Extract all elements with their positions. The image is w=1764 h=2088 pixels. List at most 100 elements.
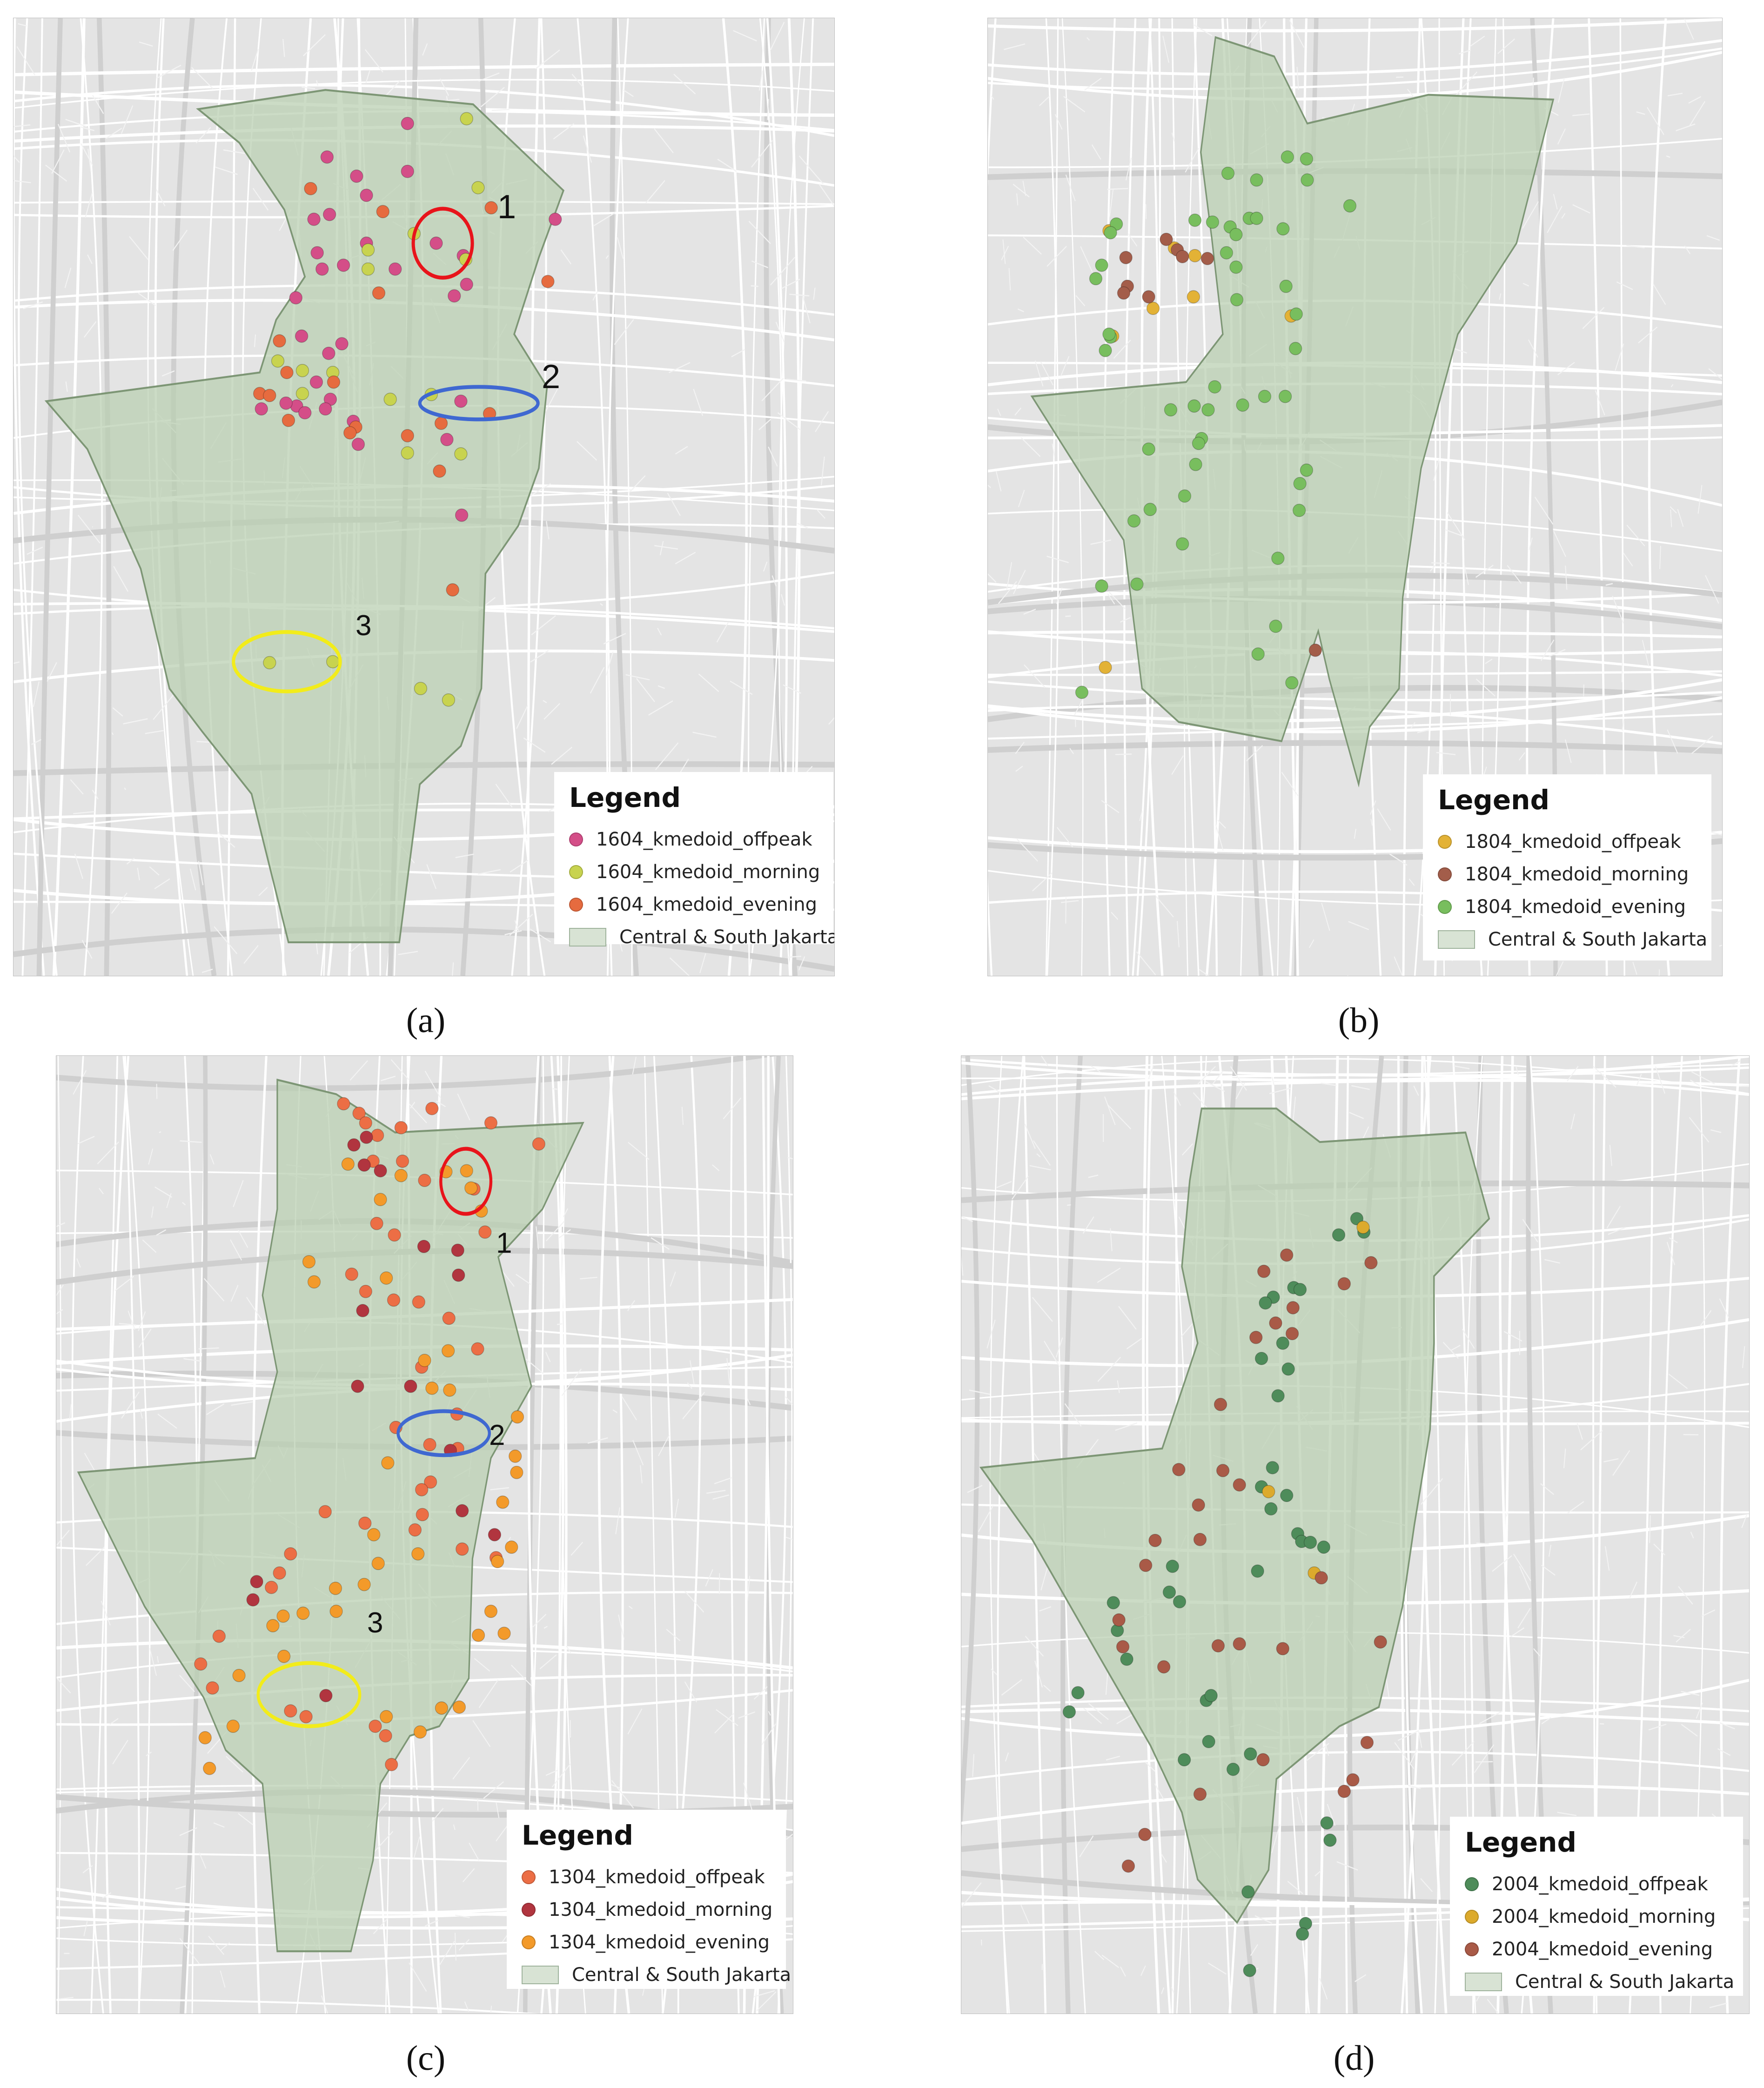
minor-street bbox=[76, 1258, 81, 1268]
legend-label: 2004_kmedoid_offpeak bbox=[1492, 1873, 1708, 1895]
minor-street bbox=[1394, 956, 1403, 976]
minor-street bbox=[1557, 1812, 1576, 1816]
cluster-point-evening bbox=[1276, 222, 1290, 236]
legend-label: 1604_kmedoid_evening bbox=[596, 894, 817, 915]
minor-street bbox=[648, 700, 673, 716]
minor-street bbox=[472, 1720, 491, 1747]
minor-street bbox=[1289, 20, 1305, 48]
minor-street bbox=[553, 123, 575, 140]
minor-street bbox=[666, 1629, 681, 1641]
minor-street bbox=[640, 1465, 643, 1484]
minor-street bbox=[1001, 1679, 1022, 1696]
minor-street bbox=[628, 1141, 650, 1160]
cluster-point-offpeak bbox=[549, 212, 562, 226]
minor-street bbox=[201, 968, 213, 974]
minor-street bbox=[1558, 78, 1565, 103]
street-line bbox=[988, 47, 1722, 90]
cluster-point-evening bbox=[1269, 1316, 1282, 1330]
minor-street bbox=[1111, 912, 1119, 920]
minor-street bbox=[302, 86, 315, 89]
minor-street bbox=[1217, 819, 1226, 829]
minor-street bbox=[1565, 739, 1572, 763]
cluster-point-offpeak bbox=[1166, 1559, 1179, 1573]
minor-street bbox=[1689, 101, 1705, 127]
annotation-1: 1 bbox=[497, 188, 516, 226]
minor-street bbox=[1541, 1564, 1556, 1576]
minor-street bbox=[1666, 155, 1670, 158]
minor-street bbox=[1503, 1331, 1523, 1342]
minor-street bbox=[426, 864, 436, 889]
cluster-point-morning bbox=[417, 1240, 431, 1253]
minor-street bbox=[545, 1770, 558, 1776]
minor-street bbox=[1355, 1974, 1367, 1982]
street-line bbox=[56, 1056, 778, 1091]
cluster-point-offpeak bbox=[1107, 1596, 1120, 1610]
cluster-point-offpeak bbox=[440, 433, 454, 446]
minor-street bbox=[523, 737, 546, 753]
minor-street bbox=[1105, 1670, 1108, 1695]
minor-street bbox=[1324, 1741, 1329, 1756]
minor-street bbox=[1690, 1531, 1694, 1539]
minor-street bbox=[645, 180, 665, 204]
cluster-point-evening bbox=[1075, 685, 1089, 699]
cluster-point-morning bbox=[460, 112, 473, 126]
minor-street bbox=[1673, 1635, 1685, 1638]
minor-street bbox=[16, 46, 36, 76]
minor-street bbox=[967, 1484, 983, 1493]
minor-street bbox=[1492, 1555, 1512, 1572]
minor-street bbox=[1040, 361, 1053, 386]
minor-street bbox=[687, 1382, 692, 1390]
minor-street bbox=[1039, 1606, 1051, 1612]
minor-street bbox=[1171, 132, 1175, 142]
cluster-point-evening bbox=[1206, 215, 1219, 229]
cluster-point-offpeak bbox=[284, 1704, 297, 1718]
minor-street bbox=[1570, 1114, 1575, 1130]
minor-street bbox=[614, 319, 634, 345]
minor-street bbox=[1653, 1543, 1665, 1556]
cluster-point-offpeak bbox=[1266, 1461, 1279, 1475]
minor-street bbox=[1040, 1056, 1048, 1067]
cluster-point-offpeak bbox=[1281, 1362, 1295, 1376]
minor-street bbox=[1681, 1724, 1698, 1737]
minor-street bbox=[1107, 1104, 1132, 1130]
cluster-point-evening bbox=[411, 1547, 425, 1561]
minor-street bbox=[1083, 1707, 1102, 1724]
cluster-point-offpeak bbox=[408, 1523, 422, 1537]
legend-dot bbox=[522, 1903, 536, 1917]
minor-street bbox=[112, 1739, 128, 1765]
cluster-point-offpeak bbox=[1204, 1689, 1218, 1703]
minor-street bbox=[675, 551, 696, 564]
minor-street bbox=[748, 221, 771, 244]
cluster-point-morning bbox=[295, 364, 309, 377]
minor-street bbox=[1621, 659, 1623, 683]
minor-street bbox=[1271, 1077, 1275, 1086]
minor-street bbox=[632, 1440, 644, 1466]
minor-street bbox=[658, 1435, 670, 1457]
cluster-point-morning bbox=[356, 1304, 369, 1317]
minor-street bbox=[198, 861, 204, 886]
central-south-jakarta-area bbox=[77, 1078, 584, 1953]
minor-street bbox=[1684, 245, 1691, 255]
minor-street bbox=[1065, 615, 1071, 617]
cluster-point-evening bbox=[1130, 577, 1144, 591]
minor-street bbox=[986, 1319, 996, 1349]
cluster-point-morning bbox=[1262, 1485, 1275, 1498]
cluster-point-evening bbox=[1278, 389, 1292, 403]
minor-street bbox=[1308, 939, 1315, 948]
cluster-point-evening bbox=[1229, 228, 1243, 242]
minor-street bbox=[113, 566, 128, 592]
legend-area-swatch bbox=[1465, 1973, 1502, 1991]
cluster-point-evening bbox=[442, 1344, 455, 1358]
minor-street bbox=[1349, 1112, 1364, 1119]
cluster-point-offpeak bbox=[389, 262, 402, 276]
annotation-3: 3 bbox=[355, 610, 372, 642]
cluster-point-evening bbox=[471, 1628, 485, 1642]
cluster-point-morning bbox=[319, 1689, 333, 1703]
minor-street bbox=[1120, 617, 1131, 623]
minor-street bbox=[788, 955, 801, 958]
cluster-point-offpeak bbox=[309, 375, 323, 389]
cluster-point-evening bbox=[357, 1578, 371, 1591]
cluster-point-evening bbox=[1289, 342, 1302, 356]
legend-title: Legend bbox=[1438, 784, 1549, 816]
minor-street bbox=[1215, 824, 1224, 851]
